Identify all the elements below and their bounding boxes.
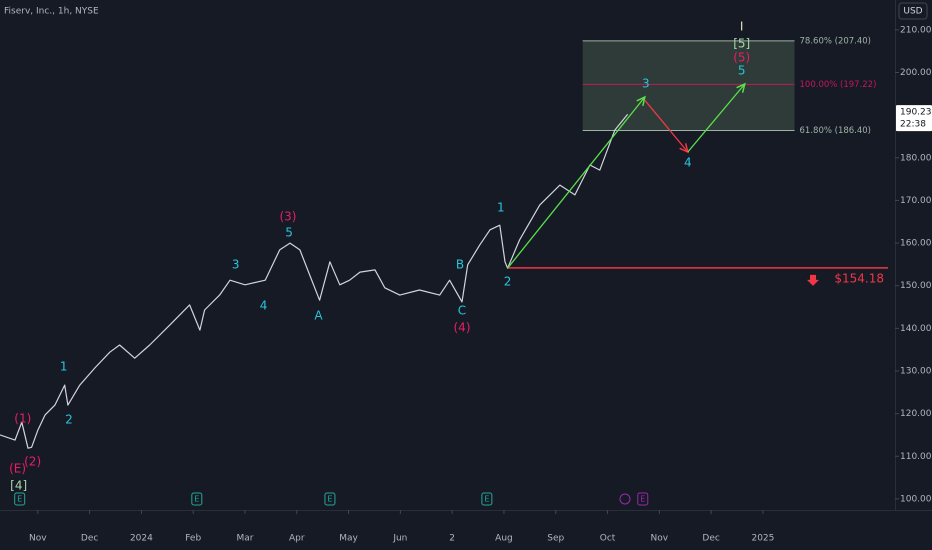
x-tick-label: 2025	[751, 534, 774, 544]
event-label: E	[17, 495, 22, 504]
event-marker	[481, 492, 493, 506]
event-label: E	[327, 495, 332, 504]
wave-label: 3	[642, 77, 650, 91]
wave-label: [5]	[733, 36, 750, 50]
wave-label: 2	[504, 274, 512, 288]
x-tick-label: Apr	[289, 534, 305, 544]
projection	[507, 96, 646, 269]
wave-label: 4	[684, 155, 692, 169]
currency[interactable]: USD	[903, 7, 922, 17]
y-tick-label: 200.00	[900, 68, 932, 78]
arrow-head	[736, 82, 746, 93]
wave-label: [4]	[10, 479, 27, 493]
event-marker	[637, 492, 649, 506]
event-label: E	[484, 495, 489, 504]
projection	[644, 99, 689, 153]
event-label: E	[194, 495, 199, 504]
x-tick-label: Nov	[29, 534, 47, 544]
event-marker	[324, 492, 336, 506]
event-icon[interactable]	[619, 493, 631, 505]
wave-label: 5	[285, 225, 293, 239]
wave-label: (E)	[9, 462, 26, 476]
wave-label: I	[740, 19, 744, 33]
event-label: E	[640, 495, 645, 504]
last-price-box	[896, 105, 932, 132]
y-tick-label: 140.00	[900, 324, 932, 334]
arrow-head	[636, 95, 646, 106]
wave-label: 5	[738, 64, 746, 78]
y-tick-label: 210.00	[900, 25, 932, 35]
chart-title: Fiserv, Inc., 1h, NYSE	[4, 7, 99, 17]
x-tick-label: Jun	[392, 534, 407, 544]
wave-label: C	[458, 303, 466, 317]
fib-label: 61.80% (186.40)	[800, 126, 872, 136]
wave-label: A	[314, 308, 323, 322]
y-tick-label: 110.00	[900, 452, 932, 462]
stop-label: $154.18	[834, 271, 884, 285]
wave-label: (4)	[454, 320, 471, 334]
x-tick-label: May	[339, 534, 358, 544]
fib-label: 100.00% (197.22)	[800, 80, 877, 90]
currency-button[interactable]	[898, 2, 928, 20]
wave-label: 1	[60, 360, 68, 374]
x-tick-label: Feb	[185, 534, 201, 544]
wave-label: 4	[260, 299, 268, 313]
x-tick-label: 2024	[130, 534, 153, 544]
y-tick-label: 160.00	[900, 239, 932, 249]
x-tick-label: Aug	[495, 534, 513, 544]
down-arrow-icon	[807, 274, 819, 286]
countdown: 22:38	[900, 120, 926, 130]
x-tick-label: Dec	[81, 534, 98, 544]
x-tick-label: Mar	[236, 534, 253, 544]
wave-label: 1	[497, 201, 505, 215]
wave-label: 2	[65, 413, 73, 427]
projection	[687, 83, 746, 153]
wave-label: (3)	[279, 210, 296, 224]
y-tick-label: 180.00	[900, 153, 932, 163]
event-marker	[14, 492, 26, 506]
x-tick-label: 2	[449, 534, 455, 544]
event-marker	[191, 492, 203, 506]
fib-label: 78.60% (207.40)	[800, 36, 872, 46]
wave-label: B	[456, 257, 464, 271]
price-line	[0, 113, 629, 449]
wave-label: 3	[232, 257, 240, 271]
target-zone	[582, 40, 795, 131]
x-tick-label: Nov	[651, 534, 669, 544]
y-tick-label: 130.00	[900, 366, 932, 376]
x-tick-label: Sep	[547, 534, 564, 544]
y-tick-label: 170.00	[900, 196, 932, 206]
y-tick-label: 100.00	[900, 494, 932, 504]
y-tick-label: 120.00	[900, 409, 932, 419]
wave-label: (2)	[24, 454, 41, 468]
last-price: 190.23	[900, 108, 932, 118]
x-tick-label: Oct	[600, 534, 616, 544]
x-tick-label: Dec	[702, 534, 719, 544]
y-tick-label: 150.00	[900, 281, 932, 291]
wave-label: (1)	[14, 412, 31, 426]
wave-label: (5)	[733, 50, 750, 64]
